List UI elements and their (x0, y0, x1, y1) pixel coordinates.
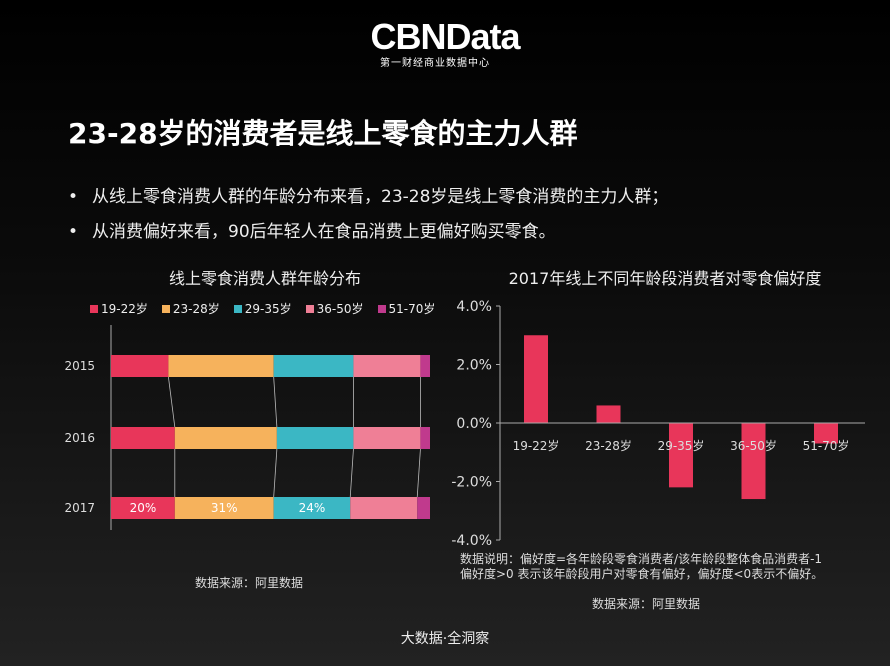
series-connector-line (273, 448, 278, 498)
bar (596, 405, 621, 423)
bar-segment (417, 497, 430, 519)
x-tick-label: 19-22岁 (513, 438, 560, 453)
data-note-line: 数据说明：偏好度=各年龄段零食消费者/该年龄段整体食品消费者-1 (460, 552, 823, 566)
left-chart-legend: 19-22岁 23-28岁 29-35岁 36-50岁 51-70岁 (90, 300, 435, 317)
series-connector-line (416, 448, 421, 498)
legend-label: 51-70岁 (388, 302, 436, 316)
legend-swatch (161, 304, 170, 313)
legend-label: 29-35岁 (244, 302, 292, 316)
logo-brand: CBNData (370, 16, 520, 57)
y-tick-label: 2.0% (456, 358, 492, 374)
series-connector-line (273, 376, 278, 428)
bar-segment (276, 427, 354, 449)
data-label: 31% (211, 501, 238, 515)
legend-item: 36-50岁 (305, 300, 364, 317)
bar-segment (111, 355, 169, 377)
stacked-bar-chart: 2015 2016 2017 20% 31% 24% (64, 325, 430, 530)
legend-item: 19-22岁 (90, 300, 148, 317)
bar-segment (273, 355, 354, 377)
legend-swatch (90, 304, 98, 313)
bar (741, 423, 766, 500)
bar (814, 423, 838, 444)
right-chart-title: 2017年线上不同年龄段消费者对零食偏好度 (508, 269, 822, 288)
legend-label: 23-28岁 (172, 302, 220, 316)
bar-segment (420, 427, 430, 449)
left-source: 数据来源：阿里数据 (195, 576, 304, 590)
left-chart-title: 线上零食消费人群年龄分布 (168, 269, 361, 288)
bar-segment (353, 427, 421, 449)
preference-bar-chart: 4.0% 2.0% 0.0% -2.0% -4.0% 19-22岁 23-28岁 29-35岁… (451, 299, 865, 549)
y-tick-label: 0.0% (456, 416, 492, 432)
x-tick-label: 23-28岁 (585, 438, 632, 453)
x-tick-label: 51-70岁 (803, 438, 850, 453)
data-label: 20% (130, 501, 157, 515)
category-label: 2017 (64, 501, 95, 515)
legend-swatch (305, 304, 314, 313)
category-label: 2015 (64, 359, 95, 373)
bullet-text: 从线上零食消费人群的年龄分布来看，23-28岁是线上零食消费的主力人群； (92, 187, 669, 207)
bullet-text: 从消费偏好来看，90后年轻人在食品消费上更偏好购买零食。 (92, 222, 556, 242)
x-tick-label: 29-35岁 (658, 438, 705, 453)
y-tick-label: 4.0% (456, 299, 492, 315)
series-connector-line (349, 448, 354, 498)
right-source: 数据来源：阿里数据 (592, 597, 701, 611)
bar-segment (353, 355, 421, 377)
logo-subtitle: 第一财经商业数据中心 (380, 58, 490, 69)
bar-segment (174, 427, 277, 449)
legend-item: 51-70岁 (377, 300, 436, 317)
data-note-line: 偏好度>0 表示该年龄段用户对零食有偏好，偏好度<0表示不偏好。 (460, 567, 824, 581)
footer-slogan: 大数据·全洞察 (400, 631, 490, 647)
bar-segment (420, 355, 430, 377)
bullet-marker: • (68, 222, 79, 242)
legend-item: 23-28岁 (161, 300, 220, 317)
legend-swatch (377, 304, 386, 313)
data-label: 24% (299, 501, 326, 515)
bullet-item: • 从消费偏好来看，90后年轻人在食品消费上更偏好购买零食。 (68, 217, 556, 242)
legend-label: 19-22岁 (101, 302, 148, 316)
bullet-marker: • (68, 187, 79, 207)
y-tick-label: -4.0% (451, 533, 492, 549)
cbndata-logo: CBNData 第一财经商业数据中心 (0, 16, 890, 70)
bar (669, 423, 693, 488)
legend-swatch (233, 304, 242, 313)
bar-segment (174, 497, 274, 519)
data-note: 数据说明：偏好度=各年龄段零食消费者/该年龄段整体食品消费者-1 偏好度>0 表… (460, 552, 823, 582)
bar (524, 335, 548, 423)
page-title: 23-28岁的消费者是线上零食的主力人群 (68, 117, 578, 150)
bar-segment (350, 497, 418, 519)
bar-segment (111, 497, 175, 519)
category-label: 2016 (64, 431, 95, 445)
bar-segment (273, 497, 351, 519)
bar-segment (168, 355, 274, 377)
legend-label: 36-50岁 (316, 302, 364, 316)
x-tick-label: 36-50岁 (730, 438, 777, 453)
bullet-item: • 从线上零食消费人群的年龄分布来看，23-28岁是线上零食消费的主力人群； (68, 182, 668, 207)
series-connector-line (168, 376, 176, 428)
legend-item: 29-35岁 (233, 300, 292, 317)
y-tick-label: -2.0% (451, 475, 492, 491)
bar-segment (111, 427, 175, 449)
